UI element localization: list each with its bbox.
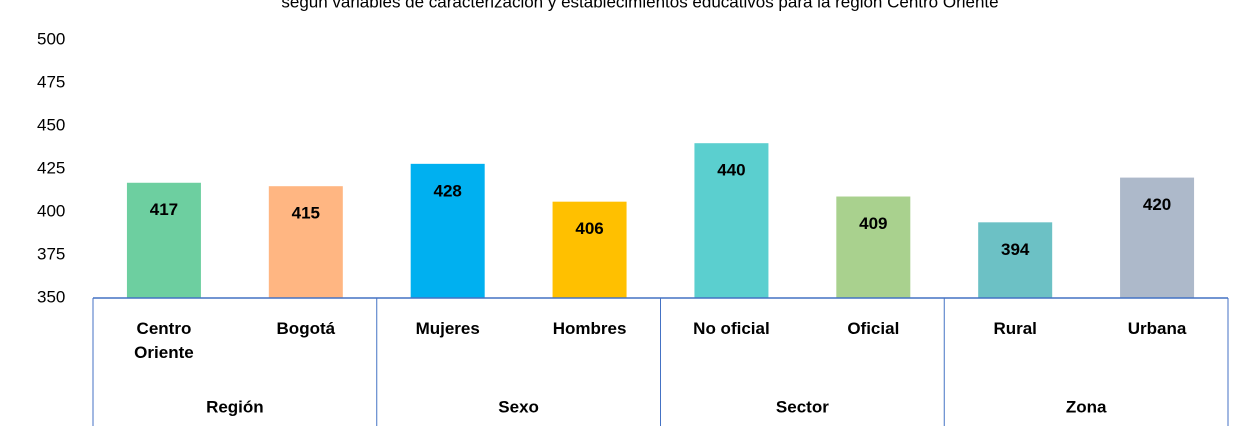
y-tick-label: 500 <box>37 29 65 48</box>
value-label: 406 <box>575 219 603 238</box>
y-tick-label: 350 <box>37 287 65 306</box>
y-tick-label: 375 <box>37 244 65 263</box>
value-label: 415 <box>292 204 320 223</box>
value-label: 394 <box>1001 240 1030 259</box>
x-tick-label: Centro Oriente <box>134 319 194 362</box>
value-label: 417 <box>150 200 178 219</box>
group-label: Sector <box>776 397 829 416</box>
x-tick-label: Bogotá <box>276 319 336 338</box>
group-label: Sexo <box>498 397 539 416</box>
y-tick-label: 450 <box>37 115 65 134</box>
value-label: 428 <box>434 181 462 200</box>
bar <box>552 201 627 298</box>
value-label: 420 <box>1143 195 1171 214</box>
bar <box>126 182 201 298</box>
x-tick-label: Hombres <box>552 319 627 338</box>
bar <box>694 143 769 298</box>
x-tick-label: Urbana <box>1127 319 1187 338</box>
x-tick-label: Oficial <box>847 319 900 338</box>
x-tick-label: Rural <box>993 319 1037 338</box>
value-label: 440 <box>717 161 745 180</box>
bar <box>410 163 485 298</box>
bar <box>1120 177 1195 298</box>
group-label: Región <box>206 397 264 416</box>
bar <box>268 186 343 298</box>
bar <box>836 196 911 298</box>
bar <box>978 222 1053 298</box>
x-tick-label: No oficial <box>693 319 770 338</box>
x-tick-label: Mujeres <box>415 319 480 338</box>
group-label: Zona <box>1066 397 1107 416</box>
chart-title: según variables de caracterización y est… <box>281 0 998 11</box>
y-tick-label: 400 <box>37 201 65 220</box>
value-label: 409 <box>859 214 887 233</box>
y-tick-label: 425 <box>37 158 65 177</box>
y-tick-label: 475 <box>37 72 65 91</box>
